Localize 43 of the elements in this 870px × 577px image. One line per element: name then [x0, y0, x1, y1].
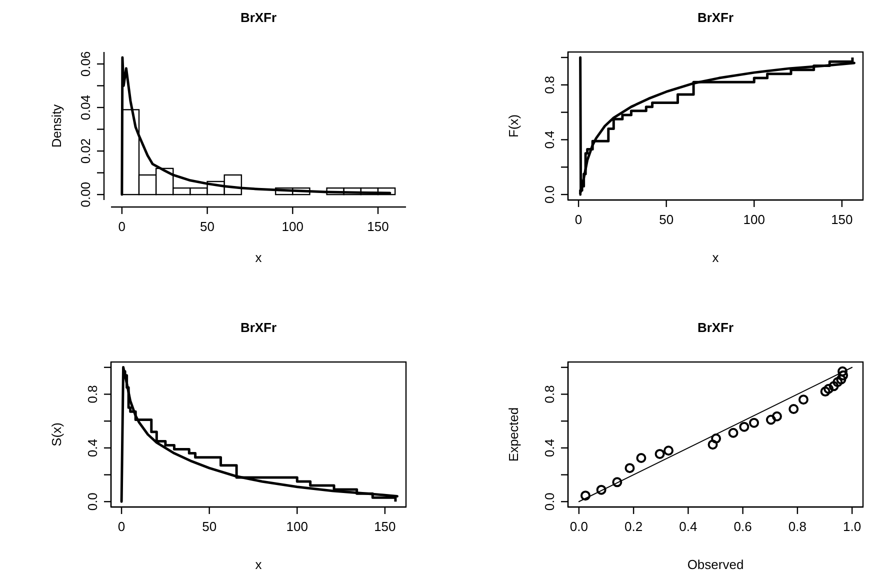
x-tick-label: 150	[367, 219, 389, 234]
x-tick-label: 0	[118, 219, 126, 234]
y-axis-title: Expected	[506, 407, 521, 462]
chart-title: BrXFr	[240, 10, 277, 25]
x-tick-label: 100	[286, 519, 308, 534]
y-tick-label: 0.4	[542, 438, 557, 457]
x-tick-label: 1.0	[843, 519, 862, 534]
chart-title: BrXFr	[697, 320, 734, 335]
x-tick-label: 100	[282, 219, 304, 234]
y-tick-label: 0.04	[78, 94, 93, 120]
x-tick-label: 50	[202, 519, 217, 534]
y-axis-title: Density	[49, 104, 64, 148]
x-tick-label: 0.0	[570, 519, 588, 534]
y-tick-label: 0.0	[542, 185, 557, 204]
x-axis-title: x	[712, 250, 720, 265]
x-tick-label: 0.8	[788, 519, 806, 534]
x-tick-label: 50	[200, 219, 215, 234]
x-tick-label: 0.4	[679, 519, 698, 534]
y-tick-label: 0.4	[85, 438, 100, 457]
y-tick-label: 0.4	[542, 130, 557, 149]
x-tick-label: 0.2	[624, 519, 643, 534]
x-axis-title: x	[255, 250, 262, 265]
y-tick-label: 0.06	[78, 51, 93, 77]
x-axis-title: Observed	[687, 557, 744, 572]
x-tick-label: 150	[831, 212, 853, 227]
y-tick-label: 0.8	[542, 76, 557, 94]
chart-title: BrXFr	[240, 320, 277, 335]
x-axis-title: x	[255, 557, 262, 572]
y-tick-label: 0.0	[85, 492, 100, 511]
x-tick-label: 100	[743, 212, 765, 227]
y-tick-label: 0.02	[78, 138, 93, 164]
y-tick-label: 0.00	[78, 182, 93, 208]
y-tick-label: 0.8	[542, 385, 557, 404]
y-tick-label: 0.8	[85, 385, 100, 404]
x-tick-label: 50	[659, 212, 674, 227]
y-tick-label: 0.0	[542, 492, 557, 511]
chart-title: BrXFr	[697, 10, 734, 25]
x-tick-label: 0.6	[734, 519, 752, 534]
x-tick-label: 150	[374, 519, 396, 534]
y-axis-title: F(x)	[506, 114, 521, 138]
y-axis-title: S(x)	[49, 422, 64, 446]
x-tick-label: 0	[574, 212, 582, 227]
x-tick-label: 0	[118, 519, 126, 534]
